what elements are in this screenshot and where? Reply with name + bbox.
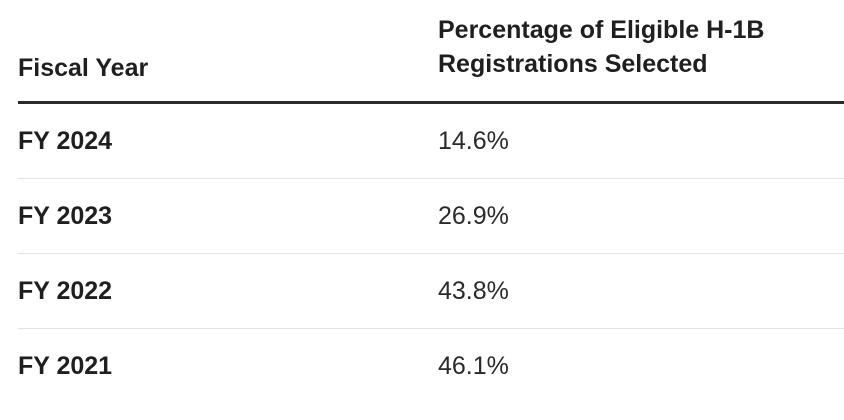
table-row: FY 2024 14.6% bbox=[18, 104, 844, 179]
fiscal-year-cell: FY 2021 bbox=[18, 352, 113, 380]
percentage-cell: 43.8% bbox=[438, 277, 509, 305]
percentage-cell: 14.6% bbox=[438, 127, 509, 155]
header-percentage: Percentage of Eligible H-1B Registration… bbox=[438, 16, 765, 78]
table-row: FY 2023 26.9% bbox=[18, 179, 844, 254]
fiscal-year-cell: FY 2022 bbox=[18, 277, 113, 305]
percentage-cell: 46.1% bbox=[438, 352, 509, 380]
fiscal-year-cell: FY 2024 bbox=[18, 127, 113, 155]
table-header: Fiscal Year Percentage of Eligible H-1B … bbox=[18, 0, 844, 104]
header-fiscal-year: Fiscal Year bbox=[18, 54, 149, 82]
table-row: FY 2022 43.8% bbox=[18, 254, 844, 329]
selection-rate-table: Fiscal Year Percentage of Eligible H-1B … bbox=[18, 0, 844, 403]
table-row: FY 2021 46.1% bbox=[18, 329, 844, 403]
percentage-cell: 26.9% bbox=[438, 202, 509, 230]
fiscal-year-cell: FY 2023 bbox=[18, 202, 113, 230]
